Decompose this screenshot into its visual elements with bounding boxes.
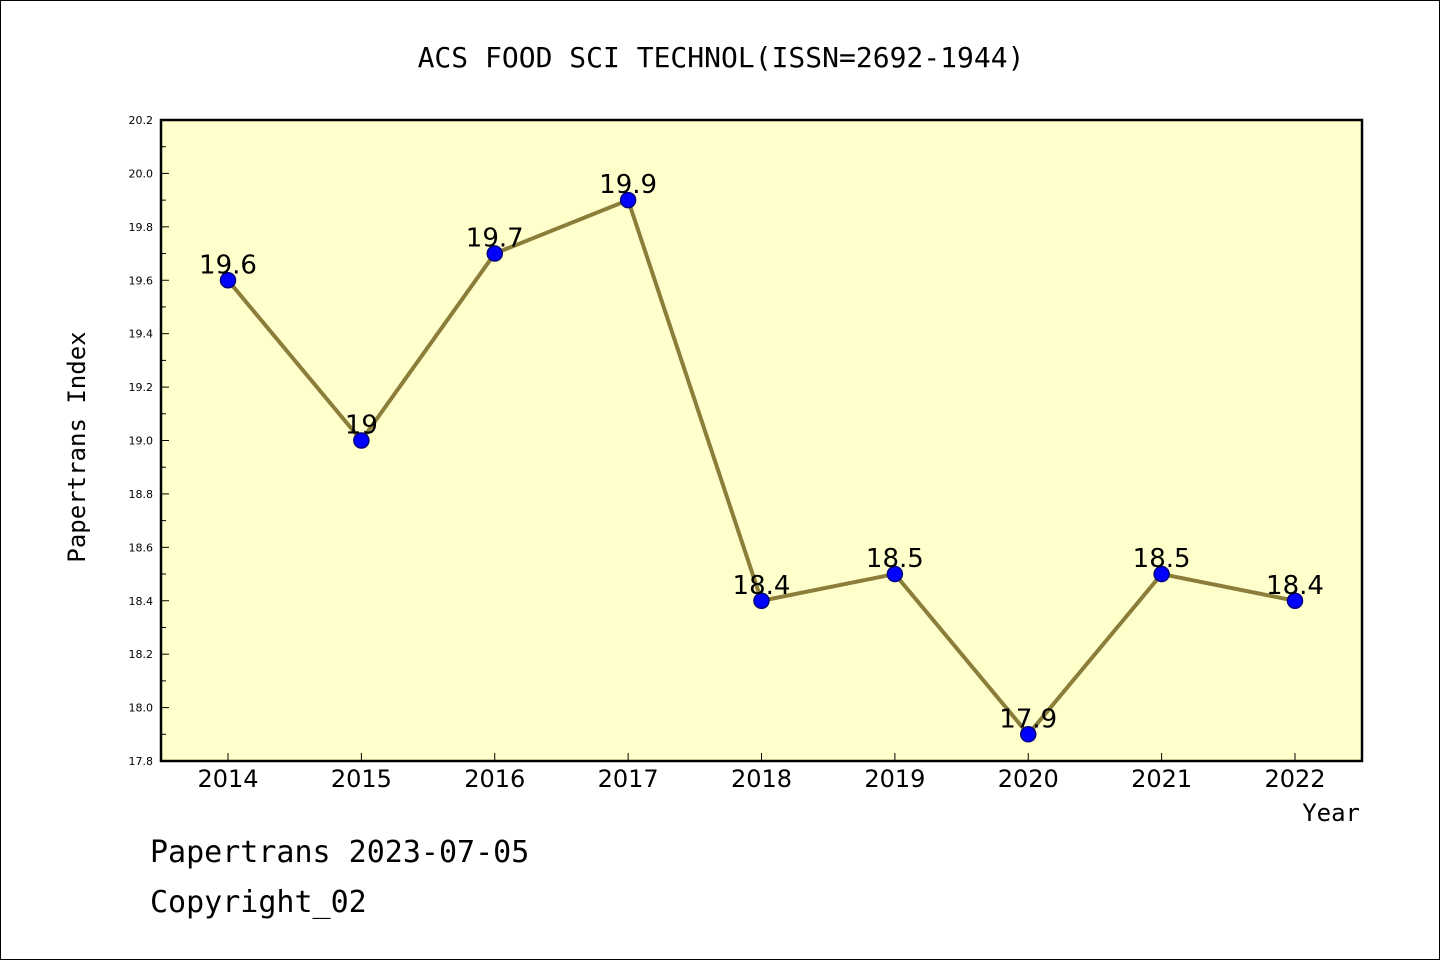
footer-copyright-text: Copyright_02: [150, 885, 367, 920]
data-point-marker: [1286, 592, 1304, 609]
plot-border: [159, 118, 1364, 763]
data-point-label: 17.9: [999, 704, 1057, 734]
x-tick-label: 2021: [1131, 765, 1192, 793]
data-point-label: 19.6: [199, 250, 257, 280]
x-tick-label: 2019: [864, 765, 925, 793]
chart-title: ACS FOOD SCI TECHNOL(ISSN=2692-1944): [418, 41, 1025, 74]
plot-area: [161, 120, 1362, 761]
y-tick-label: 19.4: [129, 328, 154, 341]
y-tick-label: 19.6: [129, 274, 154, 287]
data-point-marker: [1020, 726, 1037, 743]
data-point-label: 18.4: [1266, 571, 1324, 601]
data-labels: 19.6 19 19.7 19.9 18.4 18.5 17.9 18.5 18.4: [199, 170, 1324, 734]
x-tick-label: 2017: [598, 765, 659, 793]
y-axis-label: Papertrans Index: [63, 331, 91, 562]
y-axis: 17.8 18.0 18.2 18.4 18.6 18.8 19.0 19.2 19.4 19.6…: [129, 114, 169, 768]
series-markers: [219, 191, 1304, 743]
data-point-marker: [619, 191, 637, 209]
x-tick-label: 2016: [464, 765, 525, 793]
x-tick-label: 2020: [998, 765, 1059, 793]
y-tick-label: 19.0: [129, 435, 154, 448]
data-point-marker: [353, 432, 370, 449]
x-tick-label: 2022: [1264, 765, 1325, 793]
data-point-marker: [486, 245, 503, 262]
y-tick-label: 20.2: [129, 114, 154, 127]
x-axis: 2014 2015 2016 2017 2018 2019 2020 2021 2022: [197, 753, 1326, 793]
data-point-label: 19.7: [466, 224, 524, 254]
data-point-marker: [753, 592, 770, 609]
data-point-marker: [219, 272, 237, 289]
y-tick-label: 19.8: [129, 221, 154, 234]
y-tick-label: 18.8: [129, 488, 154, 501]
data-point-label: 18.5: [1133, 544, 1191, 574]
data-point-label: 19.9: [599, 170, 657, 200]
data-point-label: 18.5: [866, 544, 924, 574]
data-point-label: 18.4: [733, 571, 791, 601]
y-tick-label: 20.0: [129, 167, 154, 180]
x-tick-label: 2018: [731, 765, 792, 793]
y-tick-label: 18.2: [129, 648, 154, 661]
footer-date-text: Papertrans 2023-07-05: [150, 835, 530, 870]
data-point-marker: [886, 565, 904, 583]
y-tick-label: 18.6: [129, 541, 154, 554]
y-tick-label: 17.8: [129, 755, 154, 768]
data-point-label: 19: [345, 411, 378, 441]
y-tick-label: 19.2: [129, 381, 154, 394]
y-tick-label: 18.4: [129, 595, 154, 608]
data-point-marker: [1153, 565, 1170, 583]
x-tick-label: 2014: [197, 765, 258, 793]
x-axis-label: Year: [1302, 799, 1360, 827]
x-tick-label: 2015: [331, 765, 392, 793]
y-tick-label: 18.0: [129, 702, 154, 715]
